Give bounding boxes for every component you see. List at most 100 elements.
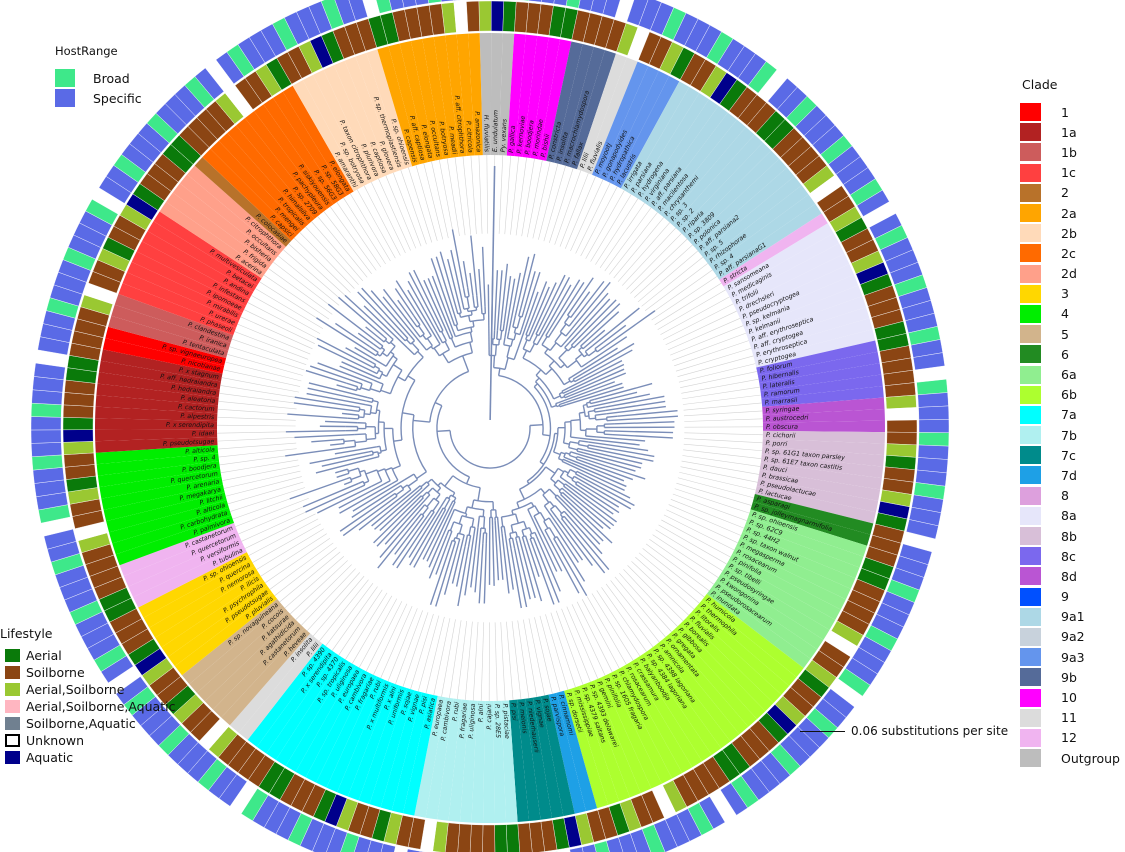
tree-branch <box>379 349 386 357</box>
tree-branch <box>496 330 499 340</box>
tree-branch <box>371 361 376 366</box>
tree-branch <box>594 406 606 410</box>
tree-branch <box>372 399 379 403</box>
clade-band-segment <box>654 112 737 215</box>
clade-band-segment <box>323 65 383 181</box>
clade-legend-label: 8 <box>1061 488 1069 504</box>
tip-leader-line <box>449 620 462 699</box>
tree-branch <box>499 323 502 331</box>
tree-branch <box>563 380 571 386</box>
tree-branch <box>371 487 419 527</box>
tree-branch <box>549 342 557 351</box>
tree-branch <box>469 342 474 353</box>
clade-legend-item: 9a3 <box>1020 647 1120 667</box>
tree-branch <box>359 408 365 411</box>
clade-band-segment <box>700 176 802 261</box>
host-range-legend: HostRange Broad Specific <box>55 44 142 108</box>
tree-branch <box>311 438 341 443</box>
tree-branch <box>429 511 435 519</box>
tree-branch <box>365 469 378 475</box>
tree-branch <box>515 537 518 541</box>
tree-branch <box>339 365 374 381</box>
tree-branch <box>430 258 452 316</box>
tip-leader-line <box>219 393 298 404</box>
tree-branch <box>354 346 383 365</box>
tree-branch <box>426 509 433 517</box>
tree-branch <box>501 513 516 518</box>
tip-leader-line <box>554 170 582 245</box>
clade-band-segment <box>292 80 361 192</box>
tip-leader-line <box>219 454 298 466</box>
clade-swatch <box>1020 607 1041 626</box>
tree-branch <box>560 518 568 527</box>
tree-branch <box>409 335 416 342</box>
tree-branch <box>341 412 348 415</box>
tree-branch <box>576 455 589 461</box>
tree-branch <box>443 498 451 510</box>
tree-branch <box>503 344 512 348</box>
tree-branch <box>357 291 401 336</box>
tree-branch <box>543 500 551 507</box>
lifestyle-ring-segment <box>886 431 918 446</box>
tree-branch <box>477 487 481 501</box>
tree-branch <box>544 352 562 369</box>
tree-branch <box>585 435 597 438</box>
clade-band-segment <box>218 133 309 230</box>
clade-legend-label: 1b <box>1061 144 1077 160</box>
tree-branch <box>566 474 574 480</box>
lifestyle-ring-segment <box>885 394 917 410</box>
tip-label: P. uliginosa <box>468 703 477 739</box>
tree-branch <box>363 305 408 349</box>
tip-leader-line <box>325 583 374 647</box>
tip-leader-line <box>241 508 314 542</box>
tree-branch <box>472 320 475 327</box>
clade-band-segment <box>118 283 237 336</box>
tip-leader-line <box>237 323 311 355</box>
tree-branch <box>589 417 596 420</box>
tree-branch <box>419 487 423 491</box>
tree-branch <box>467 535 472 548</box>
tip-leader-line <box>231 338 307 365</box>
clade-band-segment <box>155 572 263 648</box>
tree-branch <box>477 516 481 528</box>
tree-branch <box>573 475 580 480</box>
clade-band-segment <box>202 148 297 241</box>
clade-band-segment <box>634 92 709 201</box>
tree-branch <box>413 269 441 325</box>
clade-band-segment <box>678 142 772 237</box>
tree-branch <box>452 541 457 550</box>
tip-leader-line <box>655 529 723 572</box>
tree-branch <box>396 517 431 569</box>
tree-branch <box>339 496 390 532</box>
tree-branch <box>606 405 666 415</box>
tip-leader-line <box>295 564 352 620</box>
clade-band-segment <box>761 446 885 467</box>
tree-branch <box>536 546 560 603</box>
tree-branch <box>563 479 614 515</box>
clade-band-segment <box>95 437 218 453</box>
tree-branch <box>354 440 357 447</box>
tree-branch <box>382 288 415 330</box>
clade-band-segment <box>586 680 641 798</box>
tip-label: P. fragariae <box>459 702 469 738</box>
lifestyle-legend-label: Unknown <box>26 733 85 748</box>
clade-legend-item: 7c <box>1020 445 1120 465</box>
tree-branch <box>521 309 525 318</box>
tree-branch <box>503 276 512 324</box>
tip-leader-line <box>454 157 466 236</box>
tip-leader-line <box>561 608 591 682</box>
clade-legend-item: 8c <box>1020 546 1120 566</box>
tree-branch <box>423 279 450 336</box>
tree-branch <box>504 278 516 339</box>
tree-branch <box>502 323 505 331</box>
tip-leader-line <box>576 601 613 673</box>
tip-leader-line <box>674 340 749 367</box>
tree-branch <box>543 517 550 522</box>
tree-branch <box>473 499 494 503</box>
tip-leader-line <box>480 622 485 701</box>
tip-leader-line <box>675 347 752 372</box>
tip-leader-line <box>217 408 297 415</box>
tree-branch <box>523 521 528 529</box>
tree-branch <box>358 492 407 531</box>
clade-legend-item: 1a <box>1020 122 1120 142</box>
